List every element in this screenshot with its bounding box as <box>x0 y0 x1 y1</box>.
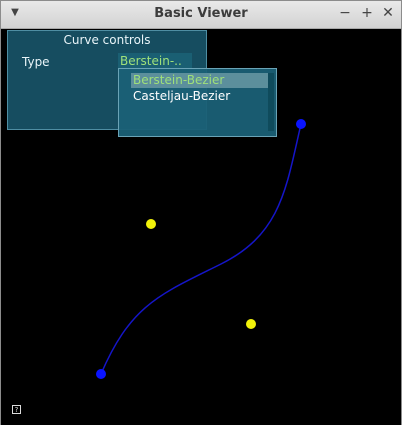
panel-title: Curve controls <box>63 33 151 47</box>
dropdown-option-casteljau[interactable]: Casteljau-Bezier <box>133 89 231 103</box>
control-point[interactable] <box>146 219 156 229</box>
chevron-down-icon[interactable]: ▼ <box>11 7 19 18</box>
type-select[interactable]: Berstein-.. <box>118 53 192 69</box>
dropdown-scrollbar[interactable] <box>268 73 274 131</box>
dropdown-option-berstein[interactable]: Berstein-Bezier <box>131 73 274 88</box>
window-title: Basic Viewer <box>154 6 248 21</box>
curve-endpoint[interactable] <box>296 119 306 129</box>
title-bar[interactable]: ▼ Basic Viewer − + ✕ <box>1 1 401 29</box>
control-point[interactable] <box>246 319 256 329</box>
type-dropdown-list[interactable]: Berstein-Bezier Casteljau-Bezier <box>118 68 277 137</box>
type-label: Type <box>22 55 50 69</box>
minimize-icon[interactable]: − <box>339 5 351 21</box>
curve-endpoint[interactable] <box>96 369 106 379</box>
bezier-curve <box>100 123 302 375</box>
curve-scene[interactable] <box>1 29 401 425</box>
close-icon[interactable]: ✕ <box>382 5 394 21</box>
maximize-icon[interactable]: + <box>361 5 373 21</box>
help-icon[interactable]: ? <box>12 405 21 414</box>
